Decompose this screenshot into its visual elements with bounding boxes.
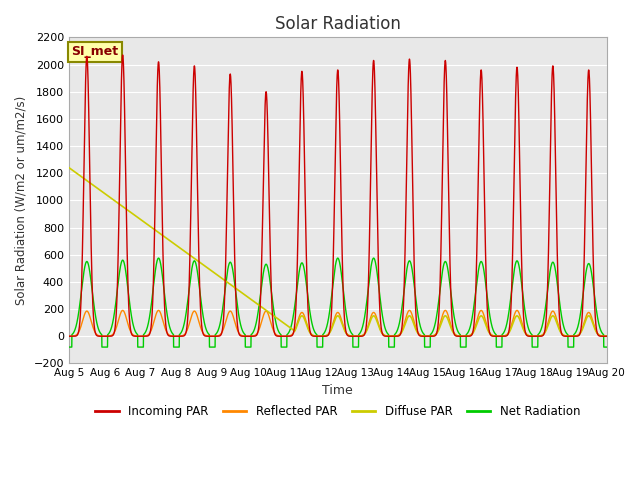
Legend: Incoming PAR, Reflected PAR, Diffuse PAR, Net Radiation: Incoming PAR, Reflected PAR, Diffuse PAR… (91, 400, 585, 423)
Title: Solar Radiation: Solar Radiation (275, 15, 401, 33)
X-axis label: Time: Time (323, 384, 353, 397)
Text: SI_met: SI_met (72, 46, 119, 59)
Y-axis label: Solar Radiation (W/m2 or um/m2/s): Solar Radiation (W/m2 or um/m2/s) (15, 96, 28, 305)
